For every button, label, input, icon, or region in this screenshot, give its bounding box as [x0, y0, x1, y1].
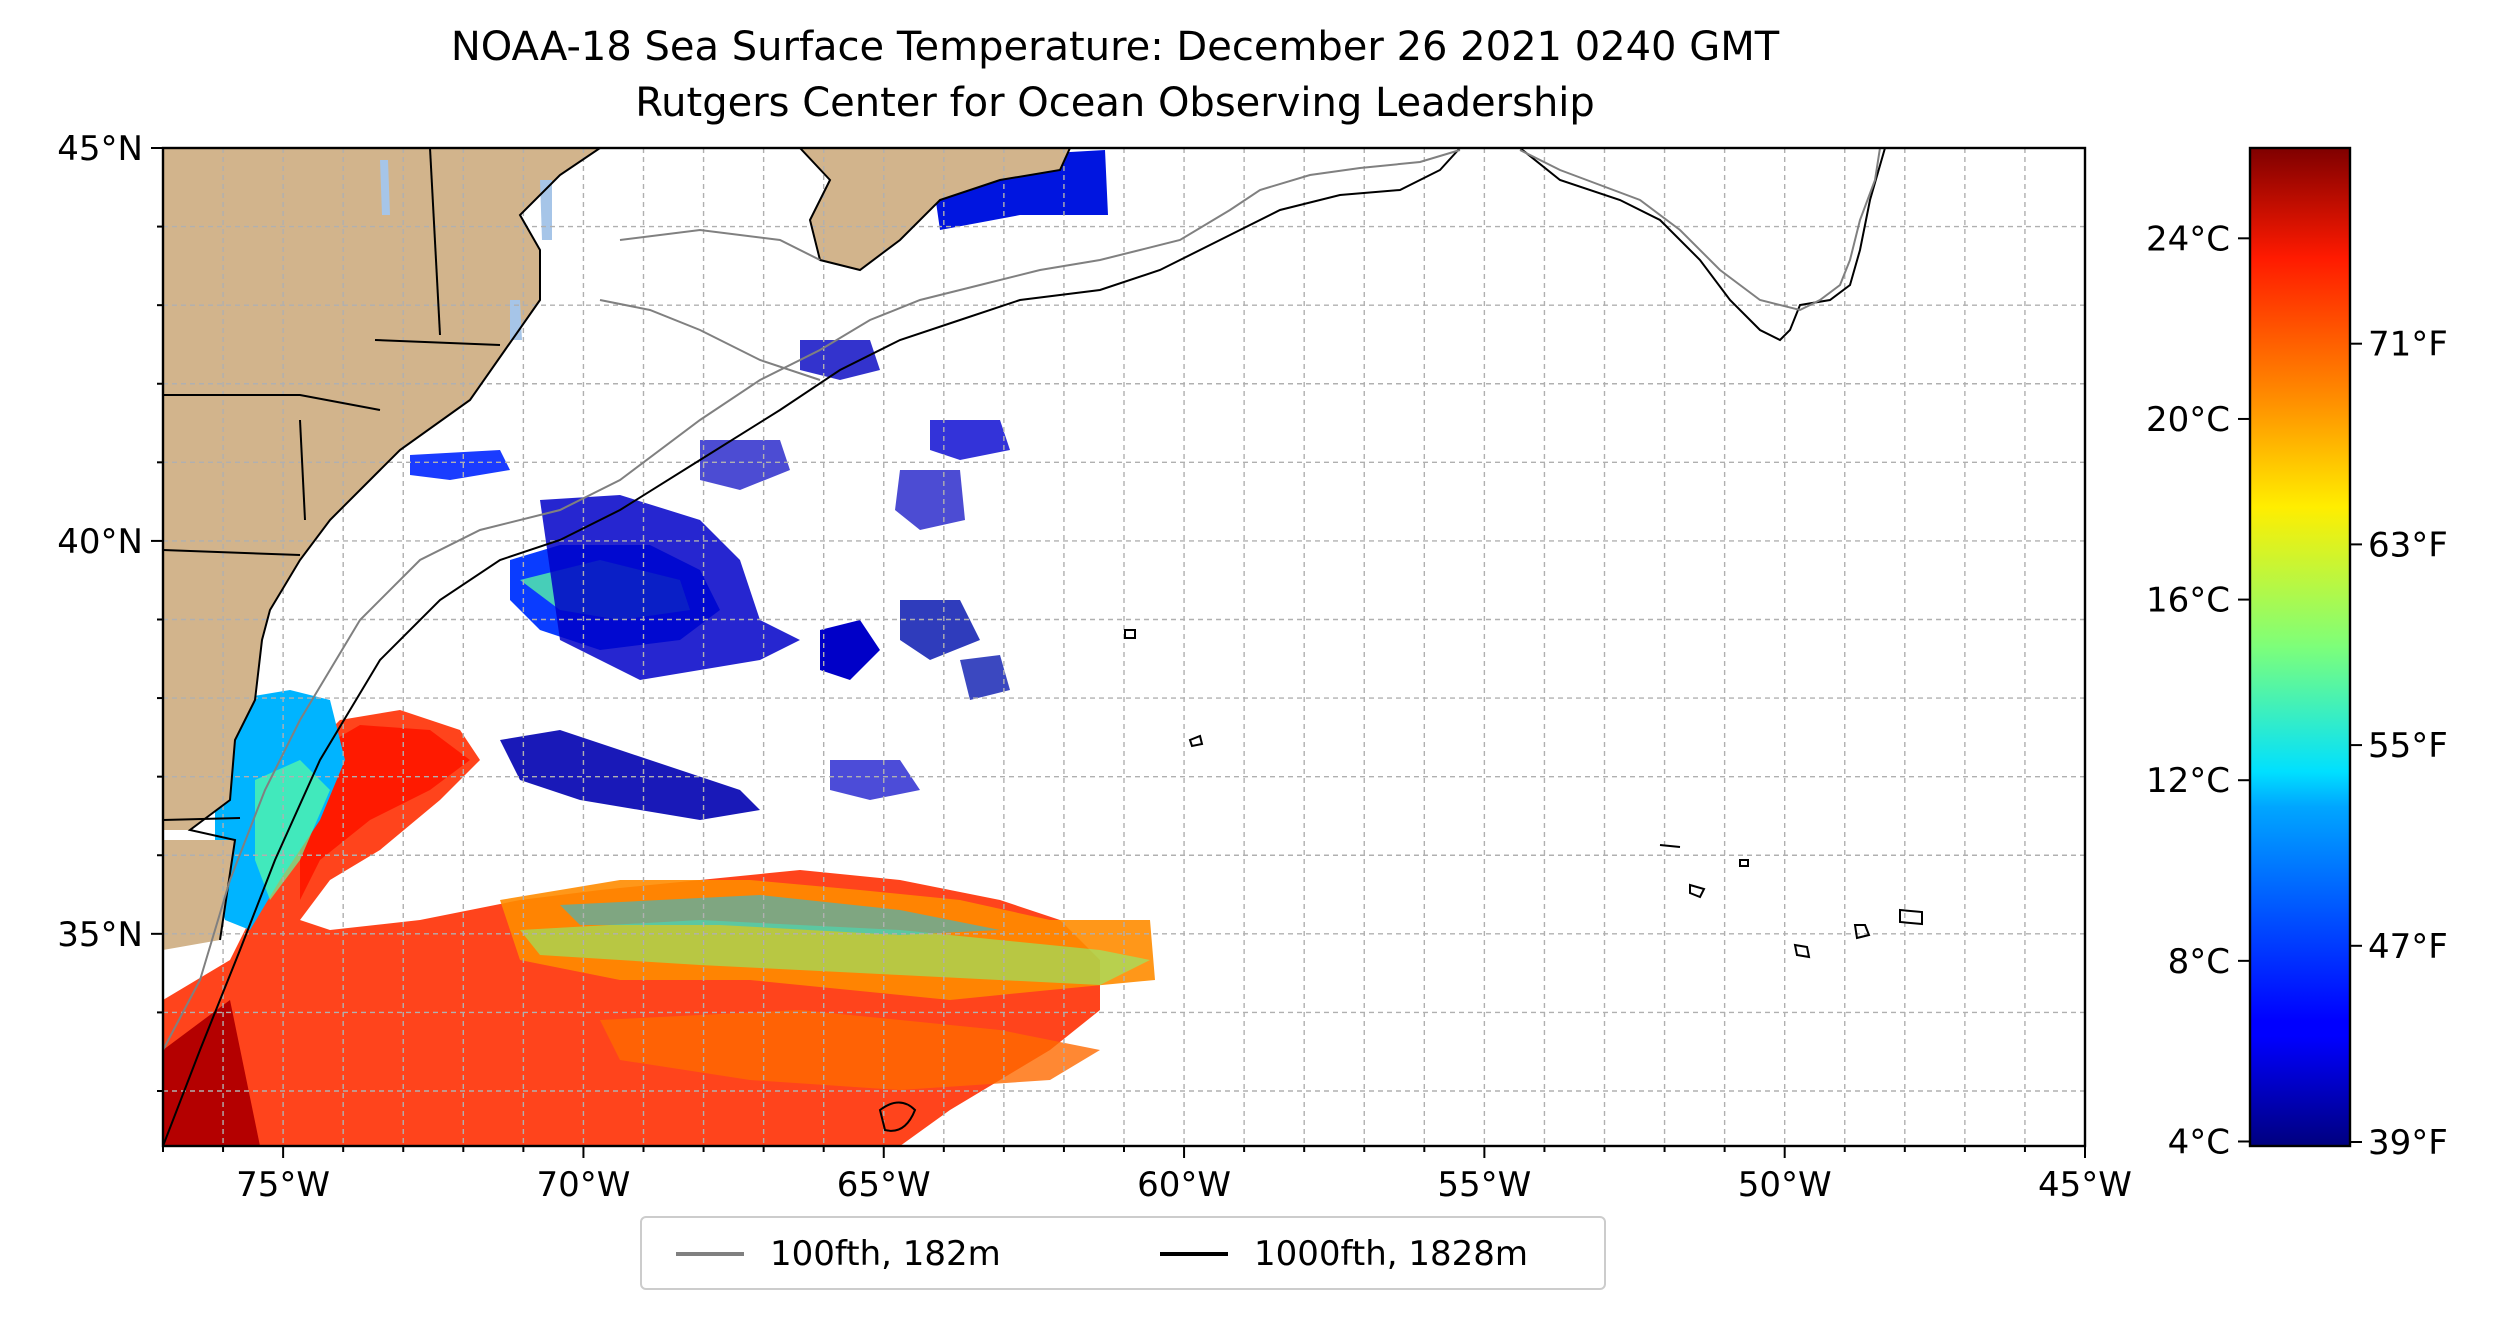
- colorbar: [2248, 146, 2352, 1148]
- legend: 100fth, 182m 1000fth, 1828m: [640, 1216, 1606, 1290]
- y-tick-label: 45°N: [57, 129, 143, 169]
- celsius-tick-label: 16°C: [2146, 581, 2230, 621]
- fahrenheit-tick-label: 47°F: [2368, 927, 2448, 967]
- x-tick-label: 45°W: [2038, 1165, 2132, 1205]
- celsius-tick-label: 20°C: [2146, 400, 2230, 440]
- legend-swatch-1000fth: [1160, 1252, 1228, 1256]
- legend-label-100fth: 100fth, 182m: [770, 1234, 1001, 1274]
- x-tick-label: 65°W: [837, 1165, 931, 1205]
- sst-cool-region: [163, 150, 1108, 930]
- celsius-tick-label: 8°C: [2168, 942, 2230, 982]
- celsius-tick-label: 12°C: [2146, 761, 2230, 801]
- x-tick-label: 50°W: [1738, 1165, 1832, 1205]
- y-tick-label: 40°N: [57, 522, 143, 562]
- fahrenheit-tick-label: 63°F: [2368, 525, 2448, 565]
- x-axis: 75°W 70°W 65°W 60°W 55°W 50°W 45°W: [162, 1146, 2132, 1205]
- legend-label-1000fth: 1000fth, 1828m: [1254, 1234, 1529, 1274]
- legend-item-1000fth: 1000fth, 1828m: [1160, 1234, 1528, 1274]
- x-tick-label: 60°W: [1137, 1165, 1231, 1205]
- legend-item-100fth: 100fth, 182m: [676, 1234, 1001, 1274]
- figure-title: NOAA-18 Sea Surface Temperature: Decembe…: [450, 24, 1780, 70]
- fahrenheit-tick-label: 55°F: [2368, 726, 2448, 766]
- x-tick-label: 75°W: [236, 1165, 330, 1205]
- x-tick-label: 70°W: [536, 1165, 630, 1205]
- y-tick-label: 35°N: [57, 915, 143, 955]
- x-tick-label: 55°W: [1437, 1165, 1531, 1205]
- colorbar-ticks: 4°C 8°C 12°C 16°C 20°C 24°C 39°F 47°F 55°F 63°F 71…: [2146, 219, 2448, 1163]
- contour-100fth: [163, 148, 1881, 1051]
- figure-subtitle: Rutgers Center for Ocean Observing Leade…: [635, 80, 1595, 126]
- contour-1000fth: [163, 148, 1886, 1146]
- celsius-tick-label: 4°C: [2168, 1122, 2230, 1162]
- map-grid: [163, 148, 2085, 1146]
- map-content: [163, 148, 2085, 1146]
- legend-swatch-100fth: [676, 1252, 744, 1256]
- fahrenheit-tick-label: 39°F: [2368, 1123, 2448, 1163]
- land: [163, 148, 1070, 950]
- y-axis: 35°N 40°N 45°N: [57, 129, 163, 1092]
- fahrenheit-tick-label: 71°F: [2368, 325, 2448, 365]
- coastline: [163, 148, 1923, 1132]
- sst-warm-region: [163, 710, 1155, 1146]
- celsius-tick-label: 24°C: [2146, 219, 2230, 259]
